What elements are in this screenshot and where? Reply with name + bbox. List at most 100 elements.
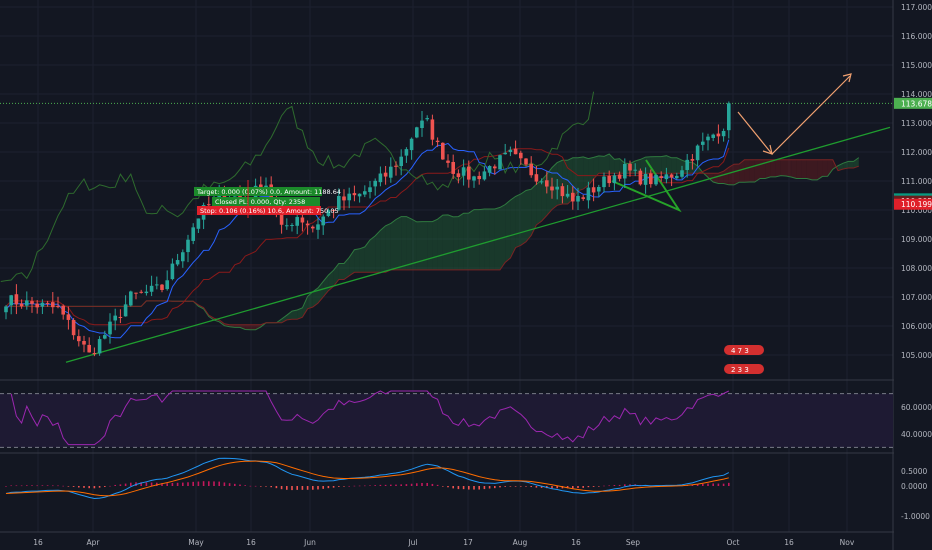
macd-histogram-bar bbox=[473, 486, 475, 490]
candle-down bbox=[519, 152, 523, 159]
macd-histogram-bar bbox=[67, 486, 70, 487]
macd-histogram-bar bbox=[717, 483, 720, 486]
candle-up bbox=[103, 335, 107, 339]
cloud-bullish bbox=[536, 180, 542, 225]
candle-up bbox=[181, 252, 185, 262]
target-box[interactable] bbox=[194, 187, 322, 196]
candle-up bbox=[680, 170, 684, 177]
macd-histogram-bar bbox=[598, 486, 600, 487]
candle-down bbox=[716, 133, 721, 137]
macd-histogram-bar bbox=[384, 484, 387, 486]
macd-histogram-bar bbox=[691, 484, 694, 486]
cloud-bullish bbox=[297, 307, 303, 320]
cloud-bullish bbox=[578, 156, 584, 191]
candle-down bbox=[222, 190, 227, 202]
candle-down bbox=[342, 196, 346, 201]
cloud-bearish bbox=[234, 324, 240, 328]
macd-histogram-bar bbox=[140, 482, 142, 486]
macd-histogram-bar bbox=[213, 481, 215, 486]
macd-histogram-bar bbox=[322, 486, 324, 489]
cloud-bullish bbox=[312, 287, 318, 308]
candle-up bbox=[612, 175, 617, 184]
macd-histogram-bar bbox=[504, 486, 506, 487]
macd-histogram-bar bbox=[629, 484, 631, 486]
candle-down bbox=[300, 217, 305, 223]
candle-down bbox=[118, 316, 123, 318]
price-label-box[interactable] bbox=[894, 97, 932, 109]
macd-histogram-bar bbox=[509, 486, 512, 487]
cloud-bullish bbox=[344, 257, 350, 280]
macd-histogram-bar bbox=[130, 482, 132, 486]
cloud-bullish bbox=[848, 161, 854, 169]
macd-histogram-bar bbox=[192, 481, 194, 486]
candle-up bbox=[186, 239, 190, 253]
macd-histogram-bar bbox=[551, 486, 553, 489]
macd-histogram-bar bbox=[530, 486, 532, 488]
event-top-bubble[interactable] bbox=[724, 345, 764, 355]
cloud-bearish bbox=[744, 159, 750, 183]
macd-histogram-bar bbox=[166, 483, 168, 486]
macd-histogram-bar bbox=[296, 486, 298, 490]
cloud-bullish bbox=[375, 230, 381, 273]
time-tick-label: Jul bbox=[407, 538, 417, 547]
time-axis[interactable]: 16 Apr May 16 Jun Jul 17 Aug 16 Sep Oct 16 Nov bbox=[33, 538, 855, 547]
candle-down bbox=[35, 303, 39, 308]
candle-down bbox=[456, 173, 461, 178]
macd-histogram-bar bbox=[696, 484, 699, 486]
cloud-bullish bbox=[458, 213, 464, 270]
macd-histogram-bar bbox=[156, 482, 158, 486]
macd-histogram-bar bbox=[707, 483, 709, 486]
macd-histogram-bar bbox=[83, 486, 85, 488]
macd-histogram-bar bbox=[499, 486, 501, 488]
candle-up bbox=[389, 166, 393, 178]
macd-histogram-bar bbox=[514, 486, 517, 487]
candle-down bbox=[493, 166, 497, 169]
candle-down bbox=[513, 148, 518, 155]
order-annotations[interactable]: Target: 0.000 (0.07%) 0.0, Amount: 1188.… bbox=[194, 180, 764, 374]
signal-line[interactable] bbox=[5, 460, 729, 497]
price-tick-label: 105.000 bbox=[901, 351, 932, 360]
tenkan-sen-line bbox=[5, 139, 730, 339]
event-bottom-bubble[interactable] bbox=[724, 364, 764, 374]
macd-histogram-bar bbox=[400, 484, 402, 486]
cloud-bearish bbox=[780, 159, 786, 177]
macd-histogram-bar bbox=[374, 485, 376, 486]
macd-histogram-bar bbox=[176, 482, 179, 486]
candle-down bbox=[446, 160, 450, 163]
rsi-line[interactable] bbox=[10, 390, 730, 446]
stop-label: Stop: 0.106 (0.16%) 10.6, Amount: 750.05 bbox=[200, 207, 339, 215]
closed-pl-box[interactable] bbox=[212, 197, 320, 206]
cloud-bullish bbox=[468, 209, 474, 270]
cloud-bullish bbox=[411, 219, 417, 270]
candle-down bbox=[331, 209, 336, 211]
candle-up bbox=[295, 217, 299, 226]
candle-down bbox=[207, 204, 211, 206]
macd-line[interactable] bbox=[5, 457, 730, 500]
candle-down bbox=[383, 172, 388, 177]
candle-up bbox=[337, 195, 341, 210]
rsi-pane[interactable] bbox=[0, 390, 893, 448]
macd-tick-label: -1.0000 bbox=[901, 512, 930, 521]
cloud-bullish bbox=[593, 155, 599, 179]
macd-histogram-bar bbox=[15, 485, 18, 487]
macd-histogram-bar bbox=[728, 482, 730, 486]
macd-tick-label: 0.5000 bbox=[901, 467, 927, 476]
time-tick-label: 16 bbox=[33, 538, 43, 547]
candle-up bbox=[191, 227, 195, 241]
price-label-box[interactable] bbox=[894, 198, 932, 210]
cloud-bullish bbox=[489, 209, 495, 270]
macd-pane[interactable] bbox=[5, 457, 730, 500]
trendline[interactable] bbox=[65, 126, 891, 363]
candle-up bbox=[415, 127, 419, 138]
price-axis-background bbox=[894, 0, 932, 550]
macd-histogram-bar bbox=[20, 485, 23, 487]
time-tick-label: May bbox=[188, 538, 204, 547]
drawings[interactable] bbox=[0, 73, 893, 363]
stop-box[interactable] bbox=[197, 206, 321, 215]
macd-histogram-bar bbox=[306, 486, 309, 490]
candle-down bbox=[617, 174, 622, 179]
price-axis[interactable]: 105.000 106.000 107.000 108.000 109.000 110.0… bbox=[894, 0, 932, 550]
macd-histogram-bar bbox=[540, 486, 543, 488]
price-tick-label: 115.000 bbox=[901, 61, 932, 70]
